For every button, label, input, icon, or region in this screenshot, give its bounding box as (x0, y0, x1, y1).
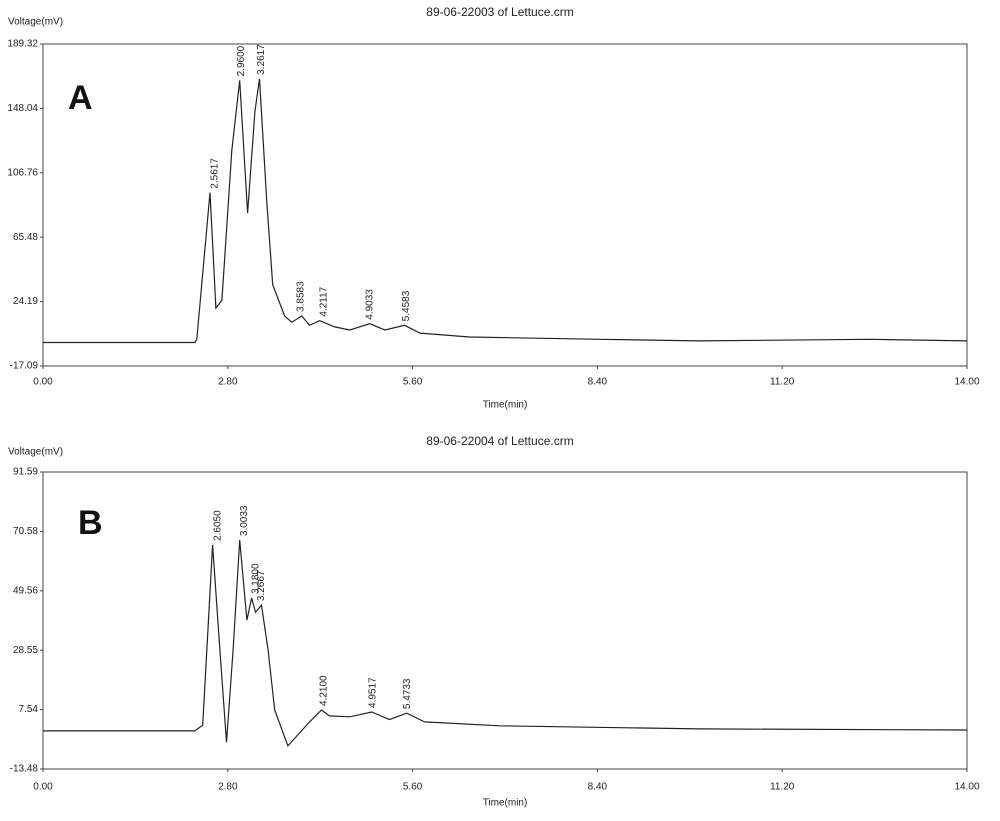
peak-label: 3.2667 (256, 570, 267, 601)
y-tick-label: 24.19 (13, 296, 38, 307)
x-tick-label: 5.60 (403, 377, 423, 388)
panel-label: A (68, 79, 93, 117)
peak-label: 4.2100 (319, 675, 330, 706)
peak-label: 3.2617 (256, 44, 267, 75)
panel-label: B (78, 504, 103, 542)
x-tick-label: 2.80 (218, 782, 238, 793)
peak-label: 2.9600 (236, 45, 247, 76)
y-tick-label: 49.56 (13, 585, 38, 596)
peak-label: 2.5617 (210, 158, 221, 189)
x-tick-label: 2.80 (218, 377, 238, 388)
y-tick-label: -13.48 (10, 764, 39, 775)
chromatogram-line (43, 78, 968, 344)
peak-label: 5.4583 (401, 290, 412, 321)
x-tick-label: 0.00 (33, 377, 53, 388)
x-tick-label: 5.60 (403, 782, 423, 793)
plot-frame (42, 471, 968, 770)
y-tick-label: 70.58 (13, 526, 38, 537)
x-tick-label: 11.20 (770, 377, 795, 388)
y-tick-label: 28.55 (13, 645, 38, 656)
peak-label: 3.8583 (295, 281, 306, 312)
x-tick-label: 8.40 (588, 377, 608, 388)
x-tick-label: 14.00 (954, 782, 979, 793)
peak-label: 3.1800 (251, 563, 262, 594)
y-tick-label: -17.09 (10, 361, 39, 372)
y-tick-label: 189.32 (7, 39, 38, 50)
chart-title: 89-06-22003 of Lettuce.crm (426, 5, 573, 19)
peak-label: 4.9033 (364, 289, 375, 320)
x-axis-label: Time(min) (483, 400, 528, 411)
x-tick-label: 8.40 (588, 782, 608, 793)
y-tick-label: 91.59 (13, 467, 38, 478)
y-tick-label: 7.54 (19, 704, 39, 715)
plot-frame (42, 43, 968, 367)
peak-label: 5.4733 (402, 678, 413, 709)
x-tick-label: 14.00 (954, 377, 979, 388)
x-tick-label: 0.00 (33, 782, 53, 793)
y-tick-label: 65.48 (13, 232, 38, 243)
peak-label: 4.2117 (319, 286, 330, 316)
y-axis-label: Voltage(mV) (8, 17, 63, 28)
peak-label: 3.0033 (239, 505, 250, 536)
y-tick-label: 148.04 (7, 103, 38, 114)
x-tick-label: 11.20 (770, 782, 795, 793)
chromatogram-line (43, 540, 968, 748)
x-axis-label: Time(min) (483, 798, 528, 809)
y-axis-label: Voltage(mV) (8, 447, 63, 458)
chart-title: 89-06-22004 of Lettuce.crm (426, 434, 573, 448)
peak-label: 4.9517 (367, 677, 378, 708)
peak-label: 2.6050 (213, 510, 224, 541)
y-tick-label: 106.76 (7, 167, 38, 178)
